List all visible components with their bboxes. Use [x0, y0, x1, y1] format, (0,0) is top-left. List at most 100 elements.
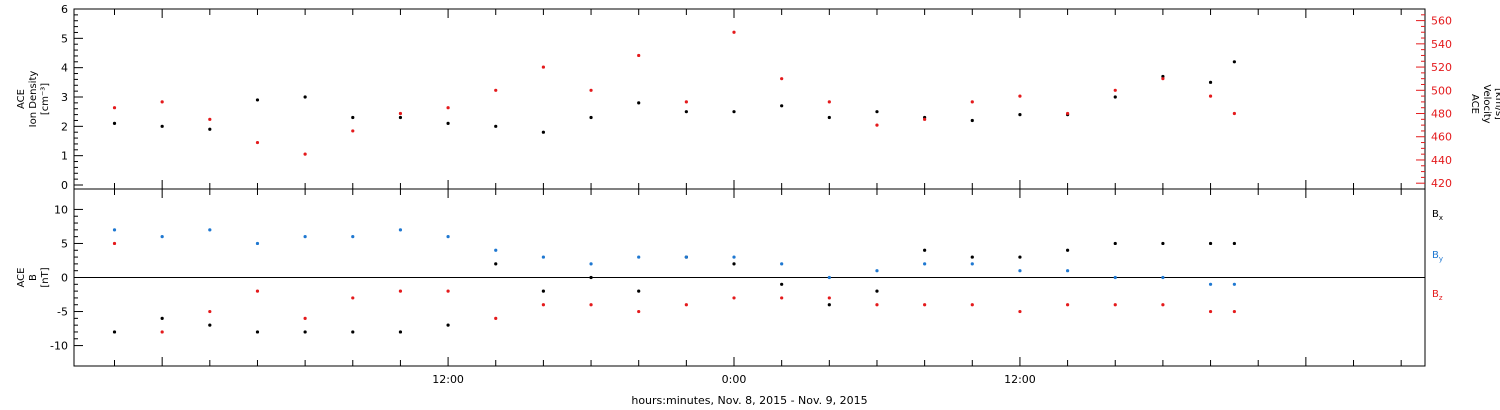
- bx-point: [541, 289, 545, 293]
- y-tick-label-left: 1: [61, 150, 68, 163]
- bz-point: [1113, 303, 1117, 307]
- by-point: [923, 262, 927, 266]
- y-tick-label-right: 540: [1431, 38, 1452, 51]
- y-tick-label-left: 4: [61, 62, 68, 75]
- bz-point: [351, 296, 355, 300]
- by-point: [494, 248, 498, 252]
- x-tick-label: 12:00: [432, 373, 464, 386]
- bz-point: [732, 296, 736, 300]
- velocity-point: [351, 129, 355, 133]
- velocity-point: [160, 100, 164, 104]
- left-axis-label-bottom: ACE: [16, 268, 27, 288]
- by-point: [1065, 269, 1070, 273]
- density-point: [351, 115, 355, 120]
- right-axis-label-top: ACE: [1469, 94, 1480, 114]
- bz-point: [494, 316, 498, 320]
- y-tick-label-left: 6: [61, 3, 68, 16]
- bx-point: [780, 282, 784, 286]
- density-point: [541, 130, 545, 134]
- by-point: [780, 262, 784, 266]
- by-point: [303, 235, 307, 239]
- density-point: [637, 101, 641, 105]
- bx-point: [398, 330, 403, 334]
- density-point: [1232, 60, 1236, 64]
- density-point: [303, 95, 307, 99]
- velocity-point: [827, 100, 831, 104]
- velocity-point: [1232, 111, 1236, 116]
- velocity-point: [970, 100, 974, 104]
- density-point: [208, 127, 212, 131]
- bz-point: [875, 303, 879, 307]
- velocity-point: [923, 117, 927, 121]
- density-point: [780, 104, 784, 108]
- by-point: [446, 235, 450, 239]
- bz-point: [923, 303, 927, 307]
- right-axis-label-top: [km/s]: [1493, 88, 1500, 120]
- velocity-point: [1161, 77, 1165, 81]
- velocity-point: [780, 77, 784, 81]
- by-point: [637, 255, 641, 259]
- bz-point: [1208, 309, 1213, 314]
- density-point: [1113, 95, 1117, 99]
- y-tick-label-right: 520: [1431, 61, 1452, 74]
- density-point: [494, 124, 498, 128]
- velocity-point: [446, 106, 450, 110]
- bx-point: [1232, 241, 1236, 246]
- y-tick-label-bottom: -5: [57, 306, 68, 319]
- velocity-point: [303, 152, 307, 156]
- bx-point: [446, 323, 450, 327]
- by-point: [1232, 282, 1236, 286]
- bx-point: [732, 262, 736, 266]
- left-axis-label-top: [cm⁻³]: [40, 83, 51, 115]
- by-point: [255, 241, 260, 246]
- bx-point: [827, 303, 831, 307]
- by-point: [351, 235, 355, 239]
- by-point: [398, 228, 403, 232]
- velocity-point: [1208, 94, 1213, 98]
- bz-point: [970, 303, 974, 307]
- velocity-point: [1018, 94, 1022, 98]
- bx-point: [637, 289, 641, 293]
- y-tick-label-left: 3: [61, 91, 68, 104]
- velocity-point: [208, 117, 212, 121]
- bx-point: [875, 289, 879, 293]
- y-tick-label-right: 500: [1431, 84, 1452, 97]
- y-tick-label-right: 480: [1431, 108, 1452, 121]
- velocity-point: [255, 140, 260, 145]
- y-tick-label-left: 5: [61, 32, 68, 45]
- velocity-point: [494, 88, 498, 92]
- density-point: [875, 110, 879, 114]
- bz-point: [1018, 309, 1022, 314]
- legend-Bx: Bx: [1432, 209, 1443, 222]
- by-point: [112, 228, 117, 232]
- bx-point: [255, 330, 260, 334]
- bx-point: [303, 330, 307, 334]
- left-axis-label-top: ACE: [16, 89, 27, 109]
- left-axis-label-bottom: [nT]: [40, 267, 51, 287]
- density-point: [1161, 74, 1165, 79]
- by-point: [827, 275, 831, 280]
- velocity-point: [398, 111, 403, 116]
- velocity-point: [684, 100, 688, 104]
- by-point: [875, 269, 879, 273]
- x-tick-label: 12:00: [1004, 373, 1036, 386]
- bz-point: [827, 296, 831, 300]
- velocity-point: [541, 65, 545, 69]
- y-tick-label-left: 2: [61, 120, 68, 133]
- density-point: [1208, 80, 1213, 84]
- legend-Bz: Bz: [1432, 289, 1443, 302]
- bz-point: [112, 241, 117, 246]
- bz-point: [303, 316, 307, 320]
- by-point: [160, 235, 164, 239]
- bx-point: [1161, 241, 1165, 246]
- bx-point: [112, 330, 117, 334]
- bz-point: [1232, 309, 1236, 314]
- bx-point: [970, 255, 974, 259]
- density-point: [1018, 113, 1022, 117]
- bx-point: [351, 330, 355, 334]
- density-point: [589, 115, 593, 120]
- density-point: [112, 121, 117, 125]
- y-tick-label-bottom: 0: [61, 272, 68, 285]
- x-tick-label: 0:00: [722, 373, 747, 386]
- velocity-point: [1065, 111, 1070, 116]
